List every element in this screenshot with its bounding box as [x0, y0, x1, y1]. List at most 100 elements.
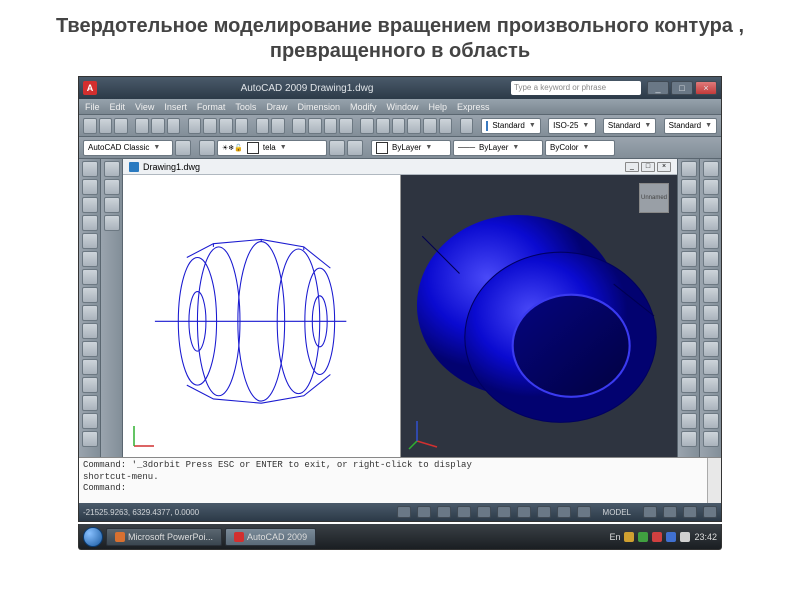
zoom-icon[interactable] [308, 118, 322, 134]
sheet-set-icon[interactable] [407, 118, 421, 134]
lwt-toggle[interactable] [557, 506, 571, 518]
app-logo-icon[interactable]: A [83, 81, 97, 95]
grid-toggle[interactable] [417, 506, 431, 518]
subtract-icon[interactable] [703, 431, 719, 447]
point-icon[interactable] [82, 395, 98, 411]
sweep-icon[interactable] [703, 359, 719, 375]
dyn-toggle[interactable] [537, 506, 551, 518]
array-icon[interactable] [681, 233, 697, 249]
help-icon[interactable] [460, 118, 474, 134]
menu-item[interactable]: Format [197, 102, 226, 112]
pan-icon[interactable] [292, 118, 306, 134]
help-search-input[interactable]: Type a keyword or phrase [511, 81, 641, 95]
preview-icon[interactable] [151, 118, 165, 134]
viewcube[interactable]: Unnamed [639, 183, 669, 213]
properties-icon[interactable] [360, 118, 374, 134]
start-button[interactable] [83, 527, 103, 547]
layer-props-icon[interactable] [199, 140, 215, 156]
otrack-toggle[interactable] [497, 506, 511, 518]
menu-item[interactable]: Tools [235, 102, 256, 112]
qp-toggle[interactable] [577, 506, 591, 518]
linetype-dropdown[interactable]: ───ByLayer▼ [453, 140, 543, 156]
extrude-icon[interactable] [703, 323, 719, 339]
move-icon[interactable] [681, 251, 697, 267]
ellipse-arc-icon[interactable] [82, 341, 98, 357]
ortho-toggle[interactable] [437, 506, 451, 518]
viewport-wireframe[interactable] [123, 175, 401, 457]
mlstyle-dropdown[interactable]: Standard▼ [664, 118, 717, 134]
scale-icon[interactable] [681, 287, 697, 303]
tablestyle-dropdown[interactable]: Standard▼ [603, 118, 656, 134]
doc-min-button[interactable]: _ [625, 162, 639, 172]
match-icon[interactable] [235, 118, 249, 134]
ducs-toggle[interactable] [517, 506, 531, 518]
zoom-prev-icon[interactable] [339, 118, 353, 134]
publish-icon[interactable] [167, 118, 181, 134]
doc-close-button[interactable]: × [657, 162, 671, 172]
gradient-icon[interactable] [82, 431, 98, 447]
menu-item[interactable]: Dimension [297, 102, 340, 112]
polygon-icon[interactable] [82, 215, 98, 231]
sphere-icon[interactable] [703, 215, 719, 231]
cut-icon[interactable] [188, 118, 202, 134]
union-icon[interactable] [703, 413, 719, 429]
layer-state-icon[interactable] [329, 140, 345, 156]
command-scrollbar[interactable] [707, 458, 721, 503]
workspace-dropdown[interactable]: AutoCAD Classic▼ [83, 140, 173, 156]
command-window[interactable]: Command: '_3dorbit Press ESC or ENTER to… [79, 457, 721, 503]
doc-max-button[interactable]: □ [641, 162, 655, 172]
presspull-icon[interactable] [703, 341, 719, 357]
wedge-icon[interactable] [703, 179, 719, 195]
design-center-icon[interactable] [376, 118, 390, 134]
pyramid-icon[interactable] [703, 269, 719, 285]
textstyle-dropdown[interactable]: Standard▼ [481, 118, 541, 134]
region-icon[interactable] [104, 161, 120, 177]
copy-obj-icon[interactable] [681, 179, 697, 195]
xline-icon[interactable] [82, 179, 98, 195]
rect-icon[interactable] [82, 233, 98, 249]
language-indicator[interactable]: En [609, 532, 620, 542]
lineweight-dropdown[interactable]: ByColor▼ [545, 140, 615, 156]
status-opt-icon[interactable] [643, 506, 657, 518]
undo-icon[interactable] [256, 118, 270, 134]
annoscale-icon[interactable] [683, 506, 697, 518]
menu-item[interactable]: Window [387, 102, 419, 112]
planar-icon[interactable] [703, 305, 719, 321]
dimstyle-dropdown[interactable]: ISO-25▼ [548, 118, 596, 134]
fillet-icon[interactable] [681, 413, 697, 429]
osnap-toggle[interactable] [477, 506, 491, 518]
maximize-button[interactable]: □ [671, 81, 693, 95]
explode-icon[interactable] [681, 431, 697, 447]
tray-icon[interactable] [680, 532, 690, 542]
layer-dropdown[interactable]: ☀❄🔓 tela▼ [217, 140, 327, 156]
trim-icon[interactable] [681, 323, 697, 339]
join-icon[interactable] [681, 377, 697, 393]
break-icon[interactable] [681, 359, 697, 375]
chamfer-icon[interactable] [681, 395, 697, 411]
make-block-icon[interactable] [82, 377, 98, 393]
menu-item[interactable]: View [135, 102, 154, 112]
zoom-window-icon[interactable] [324, 118, 338, 134]
clock[interactable]: 23:42 [694, 532, 717, 542]
pline-icon[interactable] [82, 197, 98, 213]
close-button[interactable]: × [695, 81, 717, 95]
menu-item[interactable]: Help [429, 102, 448, 112]
color-dropdown[interactable]: ByLayer▼ [371, 140, 451, 156]
arc-icon[interactable] [82, 251, 98, 267]
menu-item[interactable]: Modify [350, 102, 377, 112]
tray-icon[interactable] [652, 532, 662, 542]
paste-icon[interactable] [219, 118, 233, 134]
mirror-icon[interactable] [681, 197, 697, 213]
markup-icon[interactable] [423, 118, 437, 134]
hatch-icon[interactable] [82, 413, 98, 429]
revcloud-icon[interactable] [82, 287, 98, 303]
extend-icon[interactable] [681, 341, 697, 357]
calc-icon[interactable] [439, 118, 453, 134]
minimize-button[interactable]: _ [647, 81, 669, 95]
circle-icon[interactable] [82, 269, 98, 285]
helix-icon[interactable] [703, 287, 719, 303]
add-sel-icon[interactable] [104, 215, 120, 231]
stretch-icon[interactable] [681, 305, 697, 321]
clean-screen-icon[interactable] [703, 506, 717, 518]
open-icon[interactable] [99, 118, 113, 134]
